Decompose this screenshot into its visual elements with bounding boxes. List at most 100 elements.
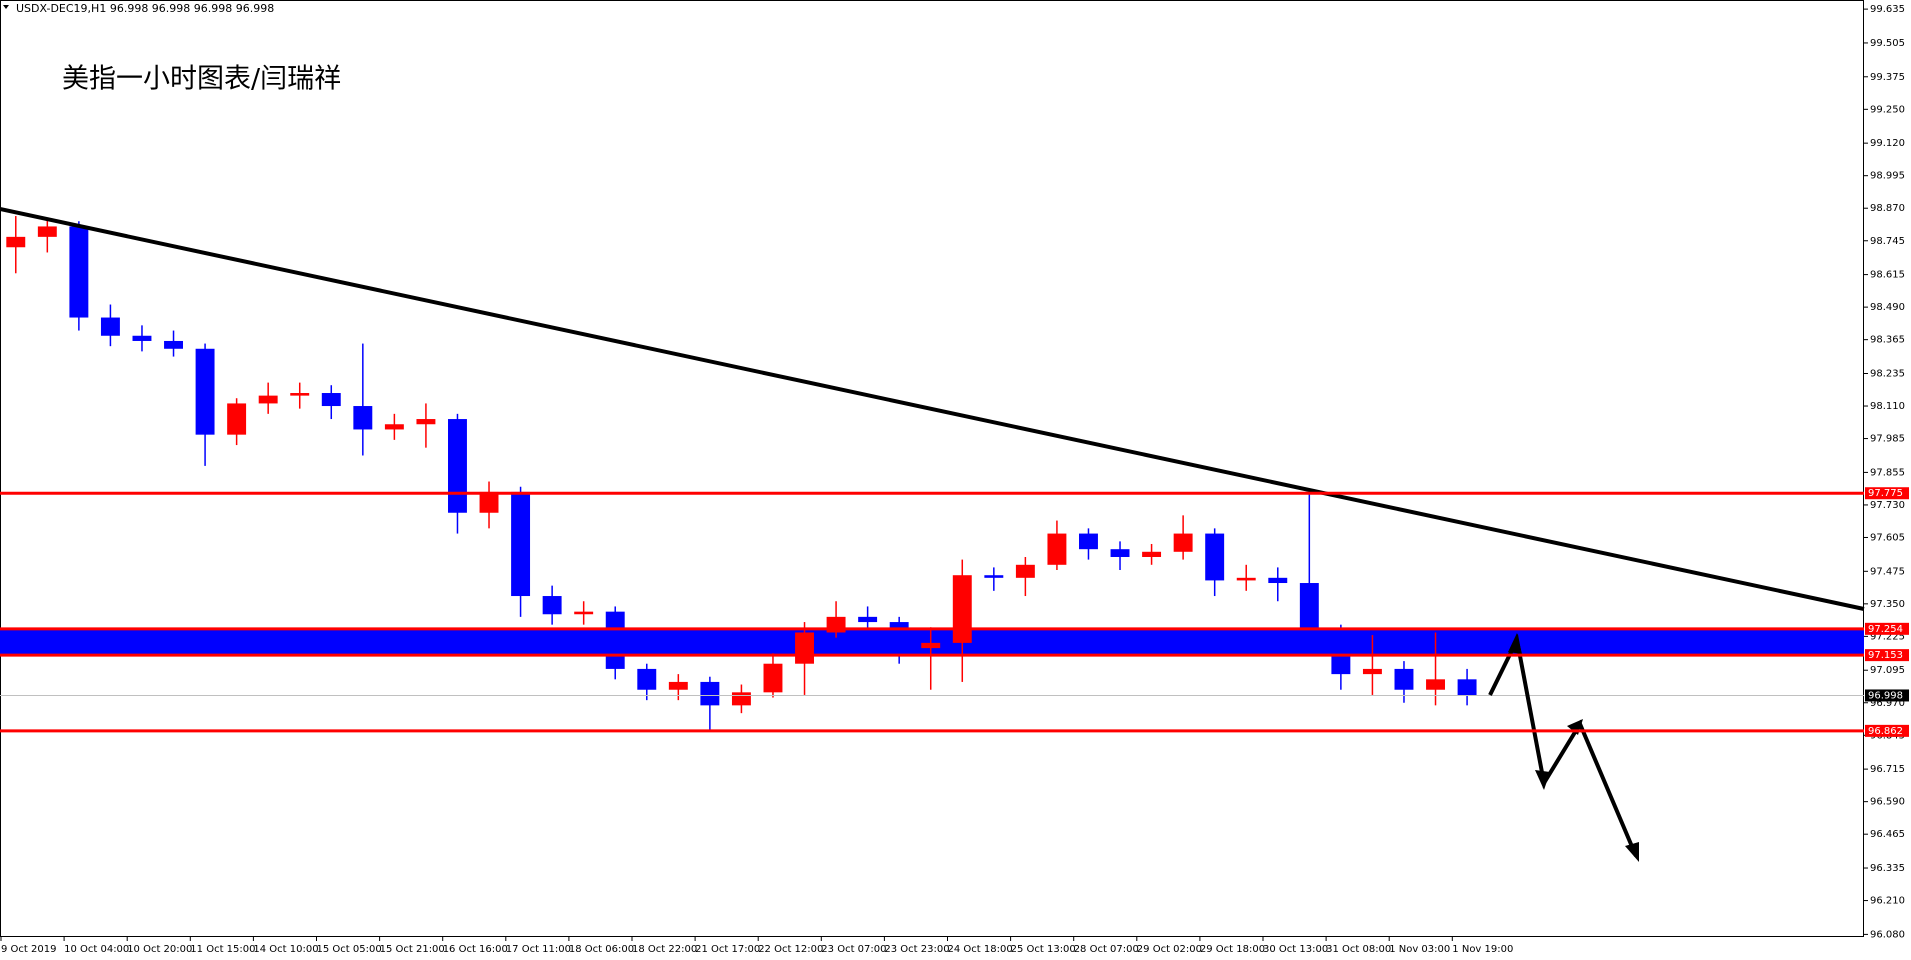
x-tick-label: 1 Nov 03:00 [1389,944,1450,955]
candle-body [479,491,499,513]
arrow-head [1535,770,1550,790]
y-tick-label: 97.605 [1870,532,1905,543]
level-label: 96.862 [1868,726,1903,737]
candle-body [164,340,183,349]
level-label: 97.153 [1868,650,1903,661]
y-tick-label: 97.225 [1870,631,1905,642]
y-tick-label: 98.235 [1870,368,1905,379]
candle-body [637,668,657,690]
candle-body [69,226,89,318]
candle-body [132,335,152,341]
level-label: 97.254 [1868,624,1903,635]
y-tick-label: 98.490 [1870,302,1905,313]
candle-body [321,393,341,407]
plot [0,216,1864,732]
plot-frame [0,0,1864,937]
candle-body [984,575,1004,578]
candle-body [668,681,688,690]
candle-body [6,236,26,248]
x-tick-label: 21 Oct 17:00 [695,944,760,955]
candle-body [1205,533,1225,581]
chart-title: 美指一小时图表/闫瑞祥 [62,64,341,95]
candle-body [1394,668,1414,690]
y-tick-label: 99.505 [1870,38,1905,49]
y-tick-label: 97.350 [1870,599,1905,610]
x-tick-label: 11 Oct 15:00 [190,944,255,955]
candle-body [858,616,878,623]
candle-body [921,642,941,649]
x-tick-label: 1 Nov 19:00 [1452,944,1513,955]
candle-body [1457,679,1477,696]
x-tick-label: 28 Oct 07:00 [1074,944,1139,955]
candle-body [1110,549,1130,557]
candle-body [574,611,594,615]
candle-body [1015,564,1035,578]
candle-body [1236,577,1256,581]
y-tick-label: 97.855 [1870,467,1905,478]
x-tick-label: 10 Oct 20:00 [127,944,192,955]
level-label-box [1865,649,1909,662]
x-tick-label: 16 Oct 16:00 [443,944,508,955]
x-tick-label: 25 Oct 13:00 [1011,944,1076,955]
y-tick-label: 98.615 [1870,270,1905,281]
candle-body [1142,551,1162,557]
candle-body [605,611,625,669]
level-label-box [1865,724,1909,737]
x-tick-label: 17 Oct 11:00 [506,944,571,955]
x-tick-label: 31 Oct 08:00 [1326,944,1391,955]
x-tick-label: 22 Oct 12:00 [758,944,823,955]
candle-body [258,395,278,404]
y-tick-label: 97.730 [1870,500,1905,511]
overlay [0,207,1865,862]
candle-body [1331,629,1351,675]
y-tick-label: 96.590 [1870,797,1905,808]
y-tick-label: 99.120 [1870,138,1905,149]
current-price-label: 96.998 [1868,690,1903,701]
candle-body [290,393,310,396]
level-label: 97.775 [1868,488,1903,499]
x-tick-label: 23 Oct 07:00 [821,944,886,955]
y-tick-label: 97.985 [1870,434,1905,445]
candle-body [1173,533,1193,552]
candle-body [700,681,720,706]
y-tick-label: 97.475 [1870,566,1905,577]
current-price-box [1865,689,1909,702]
price-axis: 99.635 99.505 99.375 99.250 99.120 98.995 98.8… [0,4,1909,955]
candle-body [195,348,215,435]
y-tick-label: 96.970 [1870,698,1905,709]
candle-body [1362,668,1382,675]
level-label-box [1865,487,1909,500]
y-tick-label: 99.375 [1870,72,1905,83]
x-tick-label: 30 Oct 13:00 [1263,944,1328,955]
x-tick-label: 15 Oct 05:00 [317,944,382,955]
arrow-head [1508,633,1522,654]
x-tick-label: 18 Oct 06:00 [569,944,634,955]
candle-body [384,424,404,430]
candle-body [1426,679,1445,690]
y-tick-label: 98.110 [1870,401,1905,412]
candle-body [100,317,120,336]
y-tick-label: 97.095 [1870,665,1905,676]
candle-body [416,419,436,425]
candle-body [952,575,972,643]
y-tick-label: 98.365 [1870,335,1905,346]
y-tick-label: 98.745 [1870,236,1905,247]
x-tick-label: 14 Oct 10:00 [253,944,318,955]
x-tick-label: 29 Oct 02:00 [1137,944,1202,955]
trend-line [0,207,1865,611]
support-zone [0,628,1864,656]
y-tick-label: 99.250 [1870,104,1905,115]
candle-body [795,632,814,664]
y-tick-label: 98.870 [1870,203,1905,214]
header-icon [3,5,9,9]
x-tick-label: 29 Oct 18:00 [1200,944,1265,955]
y-tick-label: 96.465 [1870,829,1905,840]
candle-body [37,226,57,237]
x-tick-label: 10 Oct 04:00 [64,944,129,955]
candle-body [542,596,562,615]
candle-body [1268,577,1288,584]
x-tick-label: 9 Oct 2019 [1,944,56,955]
x-tick-label: 23 Oct 23:00 [884,944,949,955]
